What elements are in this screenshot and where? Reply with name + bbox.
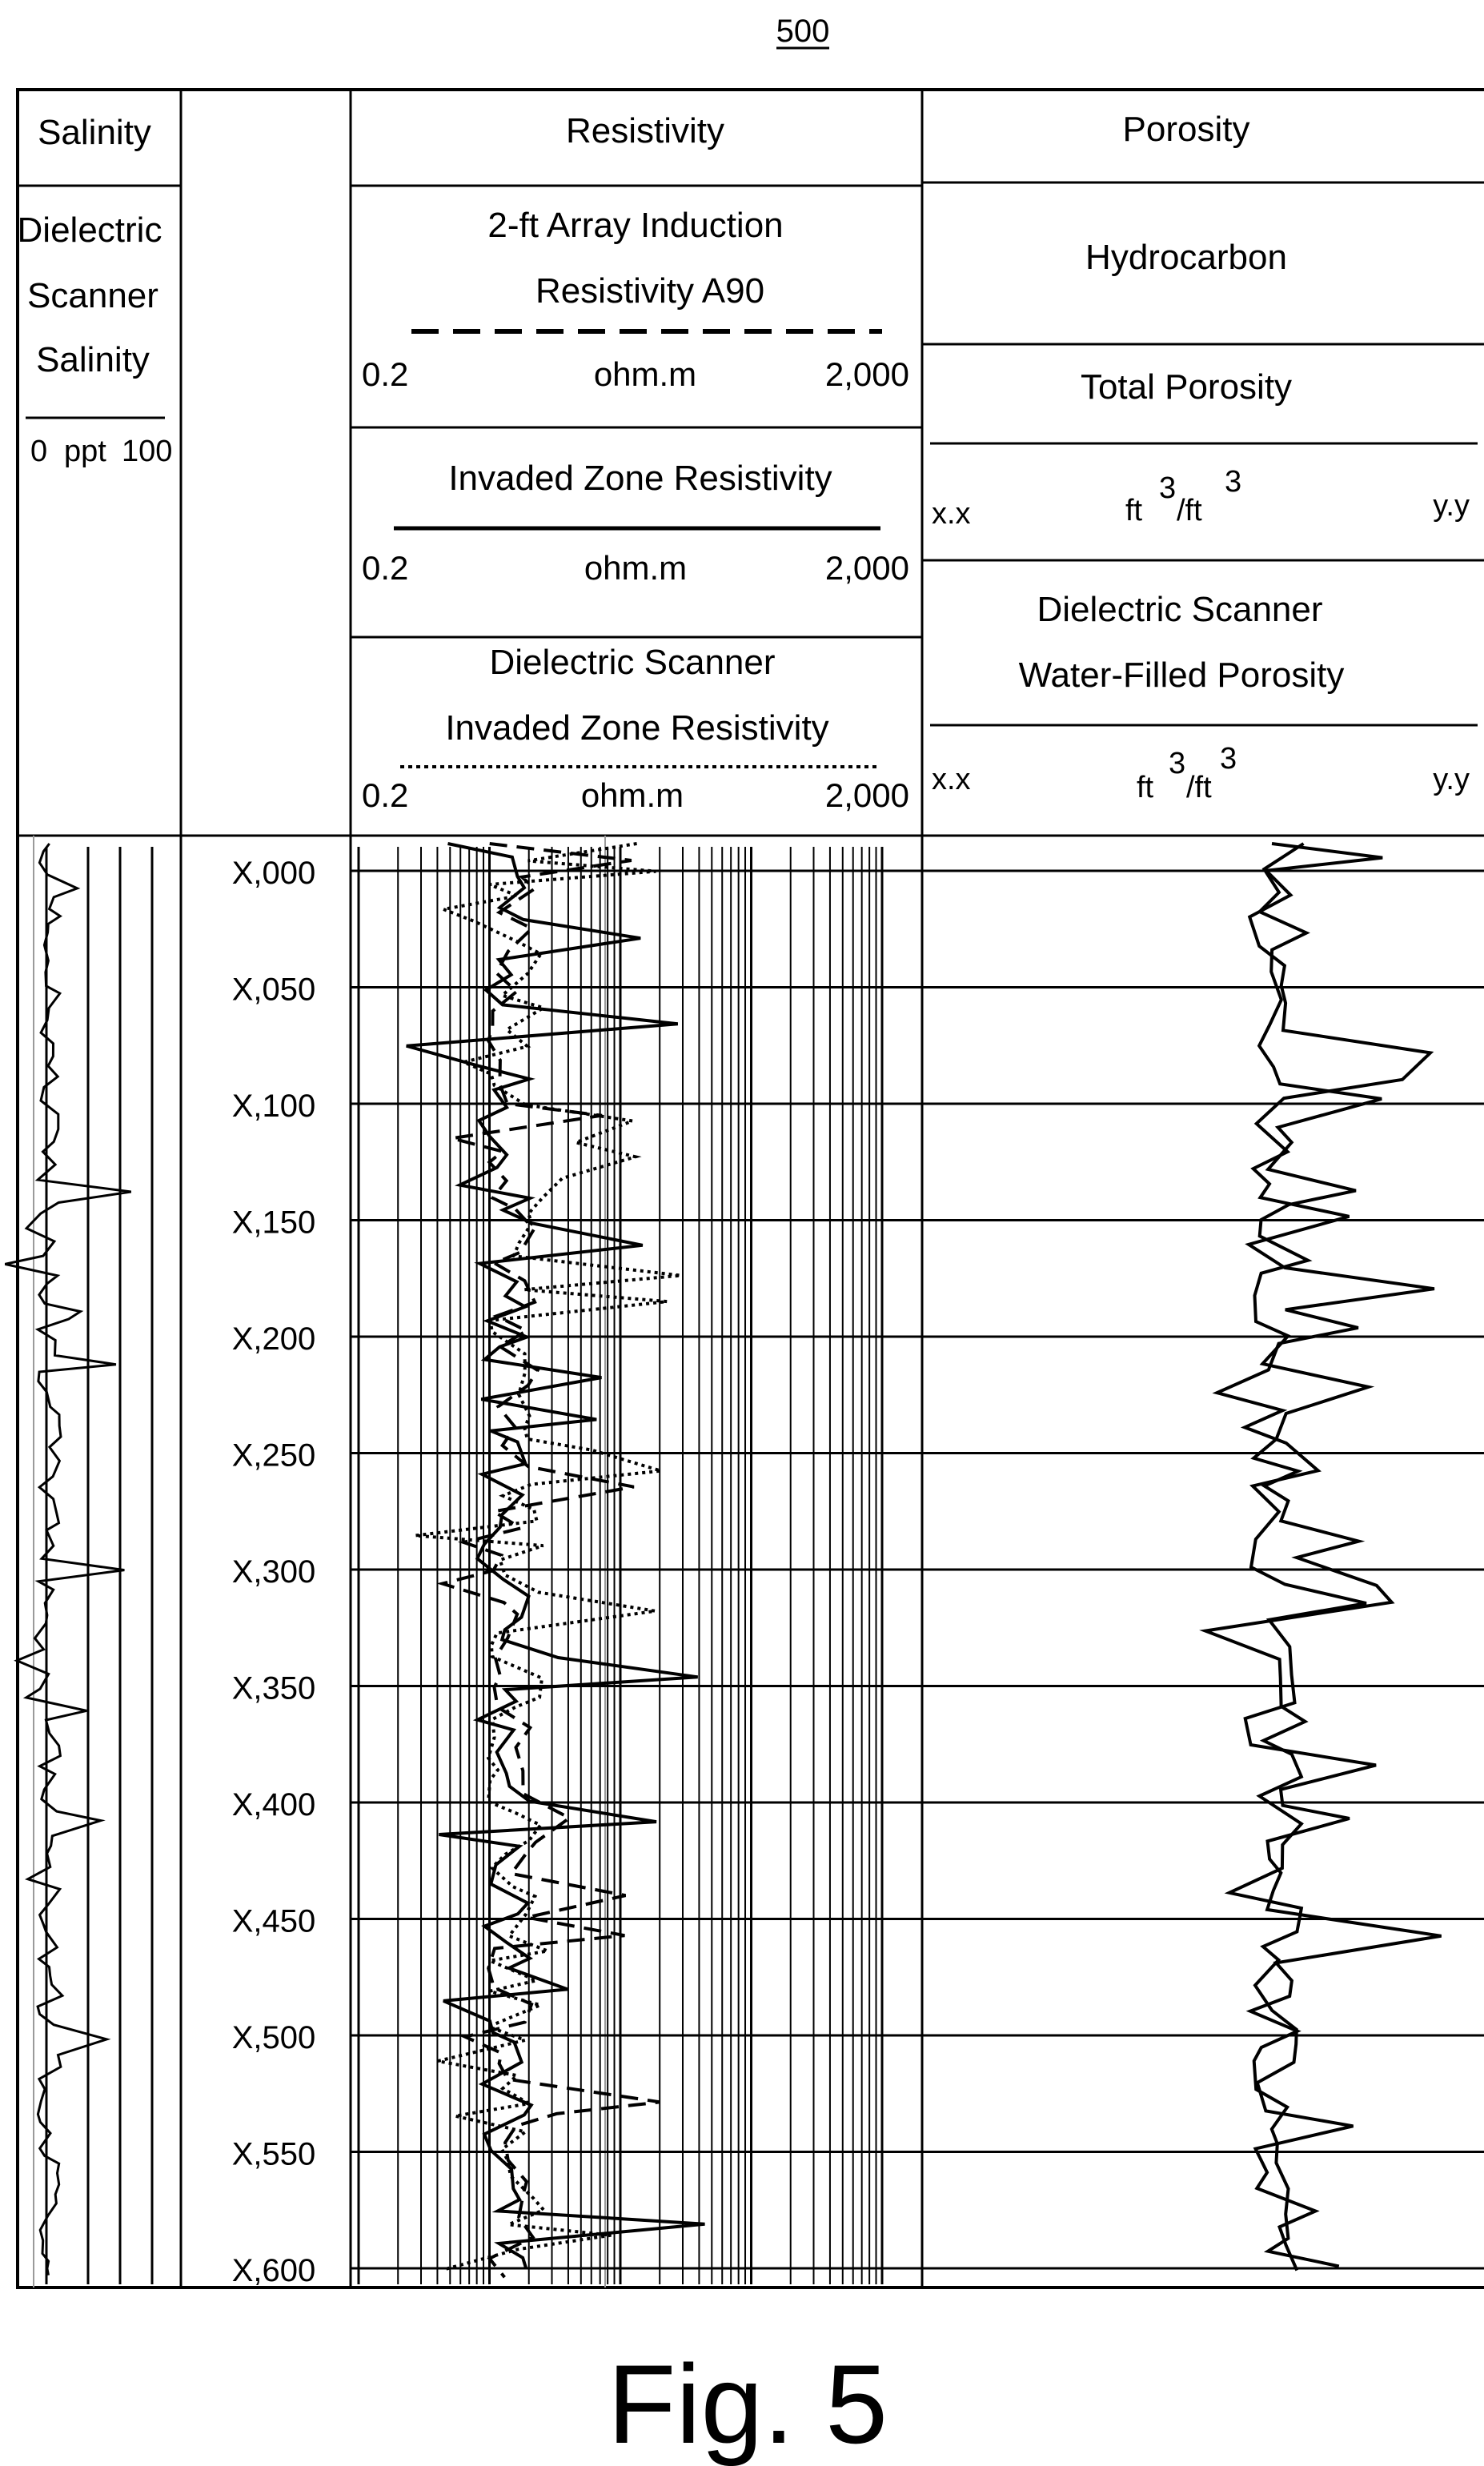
resistivity-log-grid: [357, 836, 884, 2288]
ds-invaded-curve: [415, 842, 681, 2272]
svg-text:3: 3: [1225, 465, 1241, 499]
salinity-scale-max: 100: [122, 435, 172, 468]
invaded-curve: [406, 842, 705, 2270]
figure-ref: 500: [776, 14, 830, 49]
a90-name-line-2: Resistivity A90: [535, 271, 764, 311]
depth-label: X,150: [232, 1205, 316, 1241]
ds-invaded-name-line-1: Dielectric Scanner: [489, 643, 775, 682]
ds-invaded-name-line-2: Invaded Zone Resistivity: [445, 708, 828, 748]
ds-wfp-curve: [1212, 842, 1442, 2268]
ds-invaded-scale-unit: ohm.m: [581, 776, 684, 814]
salinity-scale-min: 0: [30, 435, 47, 468]
depth-label: X,050: [232, 972, 316, 1008]
ds-wfp-name-line-2: Water-Filled Porosity: [1019, 656, 1345, 695]
depth-label: X,200: [232, 1321, 316, 1357]
depth-label: X,450: [232, 1904, 316, 1939]
salinity-curve-line-2: Scanner: [27, 276, 158, 315]
hydrocarbon-label: Hydrocarbon: [1085, 238, 1287, 277]
depth-label: X,300: [232, 1554, 316, 1590]
ds-invaded-scale-max: 2,000: [825, 776, 909, 814]
a90-scale-max: 2,000: [825, 355, 909, 393]
ds-wfp-name-line-1: Dielectric Scanner: [1037, 590, 1322, 629]
invaded-scale-unit: ohm.m: [584, 549, 687, 587]
total-porosity-min: x.x: [932, 497, 971, 531]
salinity-scale-unit: ppt: [64, 435, 106, 468]
depth-label: X,000: [232, 856, 316, 891]
invaded-name: Invaded Zone Resistivity: [448, 459, 832, 498]
figure-caption: Fig. 5: [608, 2341, 888, 2466]
depth-label: X,600: [232, 2253, 316, 2288]
ds-invaded-scale-min: 0.2: [362, 776, 408, 814]
total-porosity-max: y.y: [1433, 489, 1470, 523]
porosity-title: Porosity: [1123, 110, 1250, 149]
log-curves: [4, 842, 1442, 2279]
svg-text:3: 3: [1220, 742, 1237, 776]
a90-scale-min: 0.2: [362, 355, 408, 393]
salinity-curve-line-1: Dielectric: [18, 211, 162, 250]
ds-wfp-unit: ft 3 /ft 3: [1137, 742, 1237, 804]
invaded-scale-max: 2,000: [825, 549, 909, 587]
ds-wfp-min: x.x: [932, 763, 971, 796]
ds-wfp-max: y.y: [1433, 763, 1470, 796]
svg-text:/ft: /ft: [1177, 494, 1202, 527]
depth-labels: X,000 X,050 X,100 X,150 X,200 X,250 X,300 X,350…: [232, 856, 316, 2288]
depth-label: X,550: [232, 2137, 316, 2172]
resistivity-header: Resistivity 2-ft Array Induction Resisti…: [351, 111, 922, 814]
depth-label: X,100: [232, 1089, 316, 1124]
porosity-header: Porosity Hydrocarbon Total Porosity x.x …: [922, 110, 1484, 804]
svg-text:3: 3: [1159, 471, 1176, 505]
salinity-curve-line-3: Salinity: [36, 340, 150, 379]
log-frame: [16, 88, 1484, 2289]
invaded-scale-min: 0.2: [362, 549, 408, 587]
salinity-track-grid: [33, 836, 154, 2288]
svg-text:ft: ft: [1125, 494, 1143, 527]
total-porosity-name: Total Porosity: [1081, 367, 1292, 407]
svg-text:3: 3: [1169, 747, 1185, 780]
depth-label: X,250: [232, 1438, 316, 1474]
total-porosity-curve: [1199, 842, 1395, 2272]
depth-label: X,350: [232, 1671, 316, 1706]
salinity-curve: [4, 843, 132, 2276]
depth-gridlines: [351, 869, 1484, 2270]
salinity-header: Salinity Dielectric Scanner Salinity 0 p…: [18, 113, 181, 468]
salinity-title: Salinity: [38, 113, 151, 152]
depth-label: X,500: [232, 2020, 316, 2055]
a90-scale-unit: ohm.m: [594, 355, 696, 393]
total-porosity-unit: ft 3 /ft 3: [1125, 465, 1241, 527]
resistivity-title: Resistivity: [566, 111, 724, 150]
svg-text:/ft: /ft: [1186, 771, 1212, 804]
svg-text:ft: ft: [1137, 771, 1154, 804]
a90-name-line-1: 2-ft Array Induction: [487, 206, 783, 245]
depth-label: X,400: [232, 1787, 316, 1822]
